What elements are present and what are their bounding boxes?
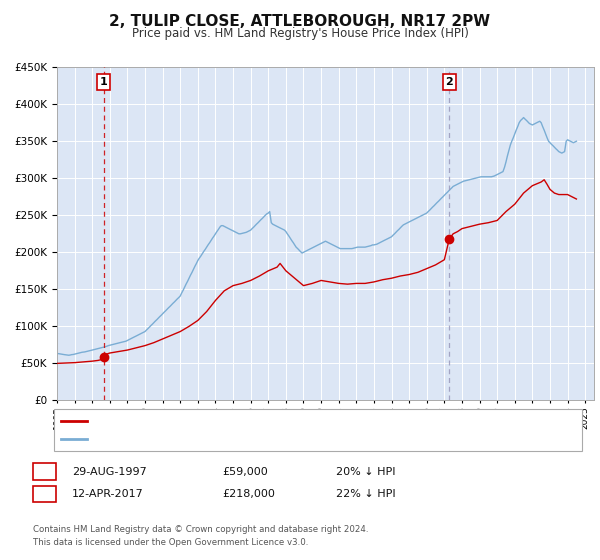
Text: 2: 2	[445, 77, 453, 87]
Text: 20% ↓ HPI: 20% ↓ HPI	[336, 466, 395, 477]
Text: 1: 1	[100, 77, 108, 87]
Text: 2, TULIP CLOSE, ATTLEBOROUGH, NR17 2PW: 2, TULIP CLOSE, ATTLEBOROUGH, NR17 2PW	[109, 14, 491, 29]
Text: This data is licensed under the Open Government Licence v3.0.: This data is licensed under the Open Gov…	[33, 538, 308, 547]
Text: 1: 1	[41, 466, 48, 477]
Text: Price paid vs. HM Land Registry's House Price Index (HPI): Price paid vs. HM Land Registry's House …	[131, 27, 469, 40]
Text: £218,000: £218,000	[222, 489, 275, 499]
Text: 22% ↓ HPI: 22% ↓ HPI	[336, 489, 395, 499]
Text: 29-AUG-1997: 29-AUG-1997	[72, 466, 147, 477]
Text: 2, TULIP CLOSE, ATTLEBOROUGH, NR17 2PW (detached house): 2, TULIP CLOSE, ATTLEBOROUGH, NR17 2PW (…	[93, 416, 401, 426]
Text: £59,000: £59,000	[222, 466, 268, 477]
Text: Contains HM Land Registry data © Crown copyright and database right 2024.: Contains HM Land Registry data © Crown c…	[33, 525, 368, 534]
Text: 2: 2	[41, 489, 48, 499]
Text: HPI: Average price, detached house, Breckland: HPI: Average price, detached house, Brec…	[93, 434, 323, 444]
Text: 12-APR-2017: 12-APR-2017	[72, 489, 144, 499]
